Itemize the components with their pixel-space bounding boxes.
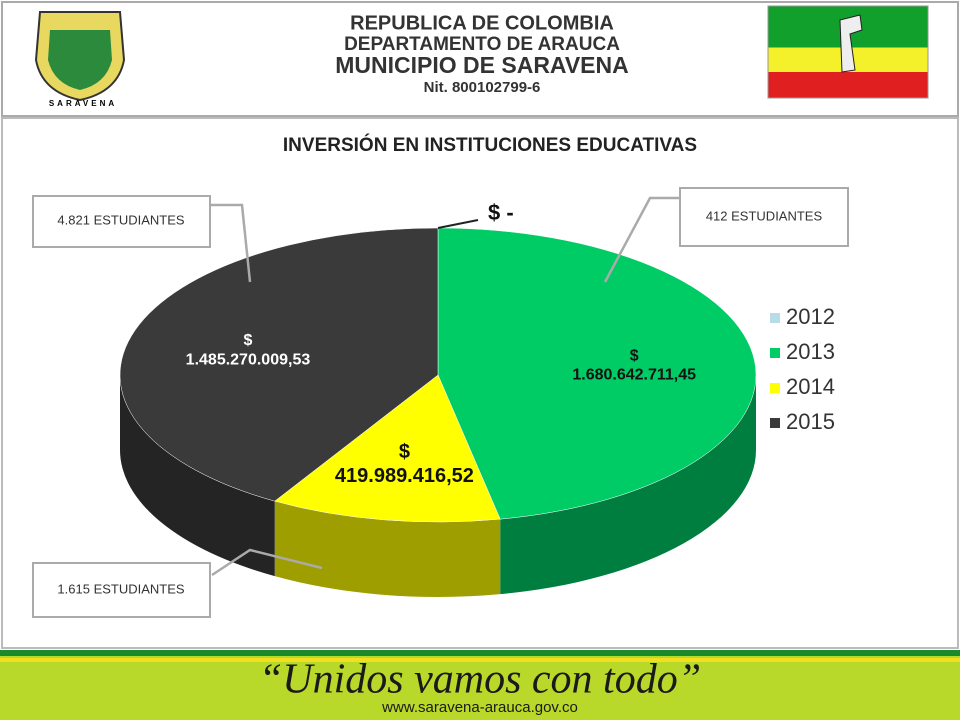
data-label: $1.680.642.711,45: [572, 348, 696, 384]
slice: [274, 374, 501, 523]
data-label: $419.989.416,52: [335, 441, 474, 487]
legend-label: 2013: [786, 339, 835, 364]
leader-line: [603, 196, 680, 283]
header-line: MUNICIPIO DE SARAVENA: [335, 52, 629, 78]
crest-text: SARAVENA: [49, 99, 117, 108]
footer-stripe: [0, 658, 960, 662]
annotation: 412 ESTUDIANTES: [706, 208, 823, 223]
footer-stripe: [0, 650, 960, 656]
leader-line: [211, 548, 323, 577]
annotation: 1.615 ESTUDIANTES: [57, 581, 184, 596]
data-label: $1.485.270.009,53: [186, 332, 311, 368]
leader-line: [210, 203, 252, 283]
slice-side: [274, 501, 501, 597]
annotation-box: [32, 195, 211, 248]
legend-swatch: [770, 348, 780, 358]
header-line: Nit. 800102799-6: [424, 79, 541, 96]
slice-side: [500, 375, 756, 595]
header-line: REPUBLICA DE COLOMBIA: [350, 12, 614, 34]
slice: [437, 227, 757, 520]
header-line: DEPARTAMENTO DE ARAUCA: [344, 34, 620, 55]
slice: [119, 227, 439, 502]
data-label: $ -: [488, 200, 514, 225]
crest-field: [48, 30, 112, 90]
chart-title: INVERSIÓN EN INSTITUCIONES EDUCATIVAS: [283, 134, 697, 156]
flag-emblem: [839, 14, 863, 73]
pie: $ - $ 1.680.642.711,45 $ 419.989.416,52 $ 1.48…: [119, 200, 835, 597]
annotation-box: [32, 562, 211, 618]
legend-swatch: [770, 383, 780, 393]
leader-line: [437, 219, 479, 229]
legend-label: 2015: [786, 409, 835, 434]
legend-label: 2014: [786, 374, 835, 399]
slice-side: [119, 375, 275, 577]
slogan: “Unidos vamos con todo”: [259, 657, 701, 703]
legend-swatch: [770, 313, 780, 323]
annotation: 4.821 ESTUDIANTES: [57, 212, 184, 227]
legend-label: 2012: [786, 304, 835, 329]
annotation-box: [679, 187, 849, 247]
legend-swatch: [770, 418, 780, 428]
url: www.saravena-arauca.gov.co: [381, 699, 578, 716]
